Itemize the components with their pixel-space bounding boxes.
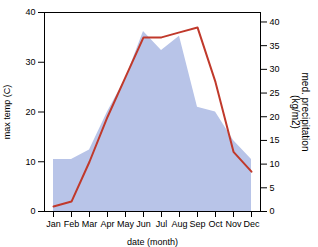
svg-text:40: 40 (270, 17, 280, 27)
svg-text:Feb: Feb (64, 219, 80, 229)
svg-text:35: 35 (270, 41, 280, 51)
svg-text:20: 20 (270, 112, 280, 122)
svg-text:Nov: Nov (225, 219, 242, 229)
svg-text:med. precipitation(kg/m2): med. precipitation(kg/m2) (290, 73, 311, 152)
svg-text:30: 30 (25, 57, 35, 67)
svg-text:Dec: Dec (243, 219, 260, 229)
svg-text:Apr: Apr (100, 219, 114, 229)
svg-text:20: 20 (25, 107, 35, 117)
svg-text:10: 10 (25, 157, 35, 167)
svg-text:10: 10 (270, 159, 280, 169)
svg-text:May: May (117, 219, 135, 229)
svg-text:0: 0 (30, 206, 35, 216)
svg-text:30: 30 (270, 64, 280, 74)
svg-text:Jan: Jan (46, 219, 61, 229)
svg-text:date (month): date (month) (127, 237, 178, 247)
svg-text:5: 5 (270, 183, 275, 193)
svg-text:Jul: Jul (156, 219, 168, 229)
svg-text:0: 0 (270, 206, 275, 216)
svg-text:max temp (C): max temp (C) (2, 85, 12, 140)
svg-text:Jun: Jun (136, 219, 151, 229)
svg-text:Oct: Oct (208, 219, 223, 229)
svg-text:15: 15 (270, 135, 280, 145)
svg-text:40: 40 (25, 7, 35, 17)
svg-text:Mar: Mar (82, 219, 98, 229)
svg-text:25: 25 (270, 88, 280, 98)
svg-text:Aug: Aug (171, 219, 187, 229)
svg-text:Sep: Sep (189, 219, 205, 229)
